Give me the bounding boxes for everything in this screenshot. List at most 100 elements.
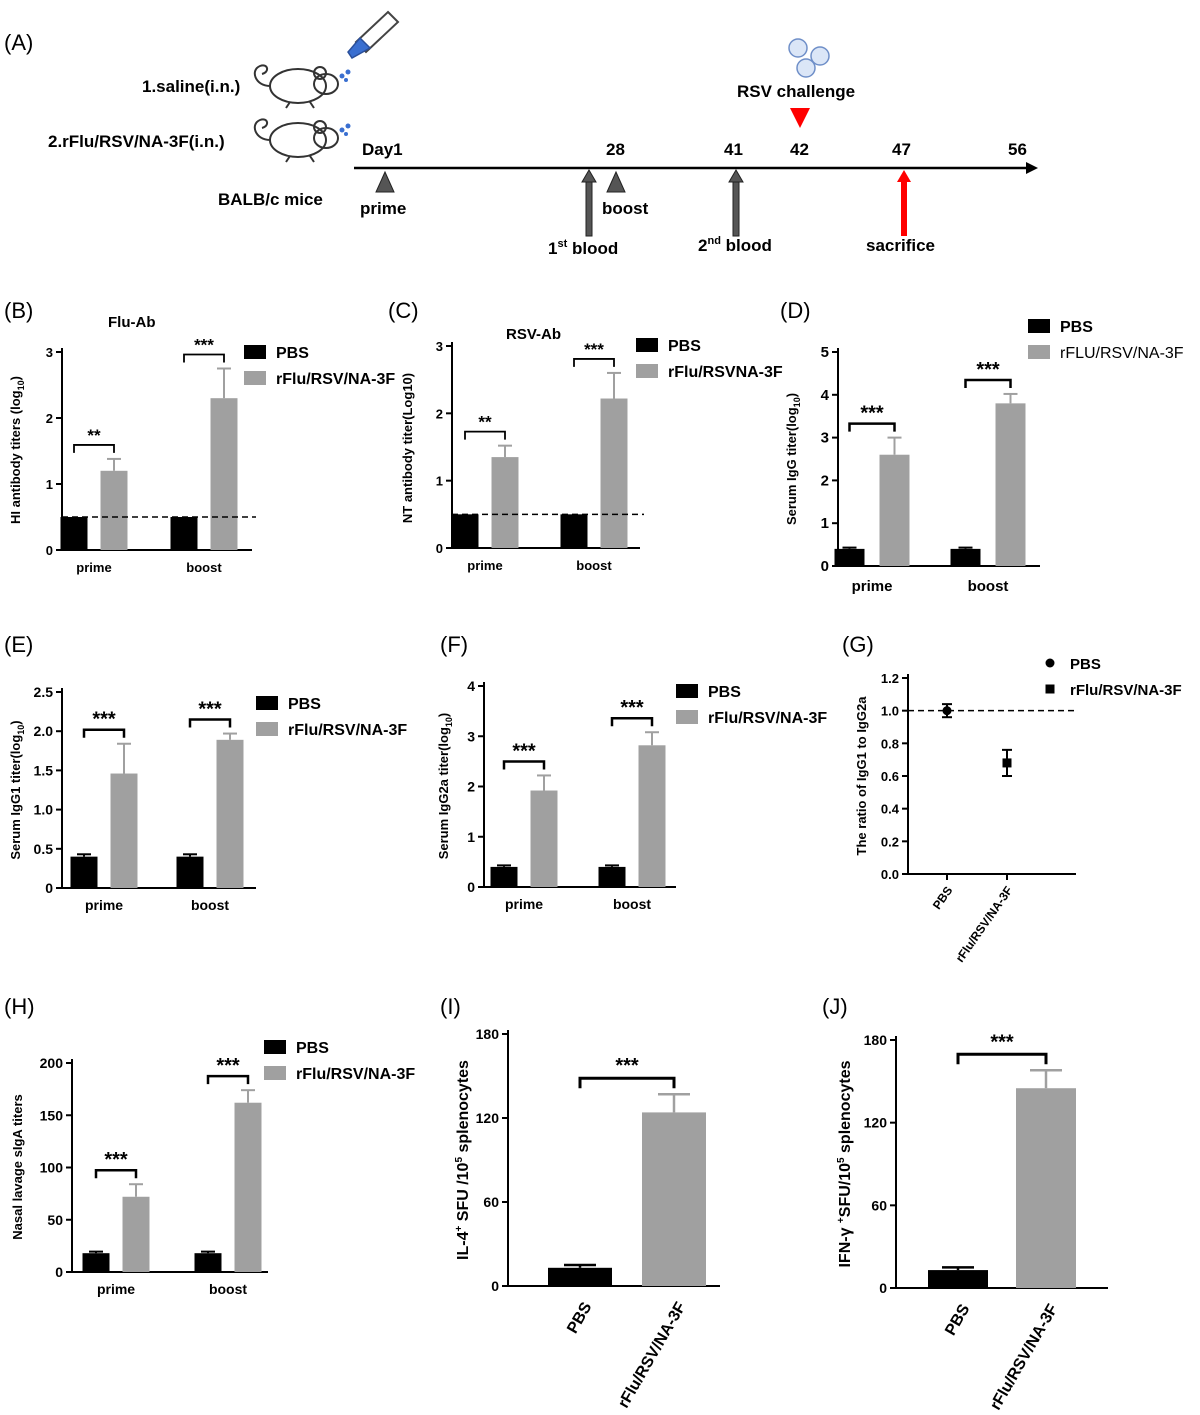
point-vaccine xyxy=(1002,758,1012,768)
legend-label: PBS xyxy=(288,696,321,713)
panel-label-h: (H) xyxy=(4,994,35,1019)
bar-pbs-boost xyxy=(176,856,204,888)
y-tick-label: 2 xyxy=(436,406,443,421)
y-axis-label-part: splenocytes xyxy=(455,1060,472,1157)
x-tick-label: prime xyxy=(852,578,893,595)
bar-PBS xyxy=(928,1270,988,1288)
significance-label: *** xyxy=(92,709,116,731)
y-tick-label: 1 xyxy=(821,515,829,532)
y-tick-label: 0.8 xyxy=(881,736,899,751)
chart-panel-e: (E) 0 0.5 1.0 1.5 2.0 2.5 Serum IgG1 titer(log1… xyxy=(4,632,407,913)
blood-arrow-1 xyxy=(581,169,597,237)
chart-panel-d: (D) 0 1 2 3 4 5 Serum IgG titer(log10) prime *** b… xyxy=(780,298,1184,595)
panel-label-c: (C) xyxy=(388,298,419,323)
y-axis-label-part: 10 xyxy=(444,717,454,727)
y-axis-label-part: + xyxy=(454,1226,465,1232)
y-tick-label: 0 xyxy=(821,558,829,575)
x-tick-label: PBS xyxy=(942,1301,973,1338)
legend-label: PBS xyxy=(296,1040,329,1057)
bar-pbs-boost xyxy=(194,1253,222,1272)
panel-label-f: (F) xyxy=(440,632,468,657)
legend-label: PBS xyxy=(708,684,741,701)
legend-label: PBS xyxy=(668,338,701,355)
legend-swatch-pbs xyxy=(636,338,658,352)
day-label-1: Day1 xyxy=(362,140,403,159)
significance-label: *** xyxy=(194,336,214,355)
significance-label: ** xyxy=(87,426,101,445)
significance-label: *** xyxy=(198,699,222,721)
day-label-41: 41 xyxy=(724,140,743,159)
boost-label: boost xyxy=(602,199,649,218)
panel-label-b: (B) xyxy=(4,298,33,323)
legend-label: PBS xyxy=(1070,656,1101,673)
second-blood-label: 2nd blood xyxy=(698,235,772,255)
day-label-56: 56 xyxy=(1008,140,1027,159)
significance-label: *** xyxy=(976,359,1000,381)
bar-pbs-boost xyxy=(170,517,198,550)
mice-label: BALB/c mice xyxy=(218,190,323,209)
y-axis-label-part: ) xyxy=(8,376,23,380)
bar-vaccine-prime xyxy=(100,470,128,550)
chart-panel-i: (I) 0 60 120 180 IL-4+ SFU /105 splenocytes PB… xyxy=(440,994,720,1411)
significance-bracket xyxy=(188,718,232,728)
significance-label: *** xyxy=(512,740,536,762)
y-tick-label: 0 xyxy=(491,1278,499,1294)
legend-label: rFlu/RSV/NA-3F xyxy=(1070,682,1182,699)
x-tick-label: prime xyxy=(97,1281,135,1297)
bar-pbs-prime xyxy=(70,856,98,888)
group-saline-label: 1.saline(i.n.) xyxy=(142,77,240,96)
significance-bracket xyxy=(94,1168,138,1179)
y-axis-label-part: SFU /10 xyxy=(455,1162,472,1225)
sacrifice-label: sacrifice xyxy=(866,236,935,255)
x-tick-label: boost xyxy=(968,578,1009,595)
y-tick-label: 0.4 xyxy=(881,802,900,817)
y-axis-label-part: NT antibody titer(Log10) xyxy=(400,373,415,523)
legend-label: rFLU/RSV/NA-3F xyxy=(1060,345,1184,362)
x-tick-label: prime xyxy=(76,560,111,575)
chart-title: RSV-Ab xyxy=(506,326,561,343)
bar-rFlu/RSV/NA-3F xyxy=(1016,1088,1076,1288)
y-axis-label-part: HI antibody titers (log xyxy=(8,390,23,524)
y-tick-label: 0 xyxy=(467,879,475,895)
legend-swatch-vaccine xyxy=(1028,345,1050,359)
y-tick-label: 4 xyxy=(467,678,475,694)
y-axis-label: Serum IgG1 titer(log10) xyxy=(8,720,26,859)
y-tick-label: 1 xyxy=(467,829,475,845)
bar-vaccine-prime xyxy=(110,773,138,888)
significance-label: *** xyxy=(104,1149,128,1171)
y-tick-label: 4 xyxy=(821,387,830,404)
timeline-panel: (A) 1.saline(i.n xyxy=(4,10,1038,258)
significance-bracket xyxy=(956,1052,1048,1065)
significance-bracket xyxy=(464,430,506,440)
bar-pbs-boost xyxy=(560,514,588,548)
x-tick-label: prime xyxy=(85,897,123,913)
x-tick-label: boost xyxy=(186,560,222,575)
virus-icon xyxy=(788,38,830,78)
bar-pbs-prime xyxy=(451,514,479,548)
bar-pbs-prime xyxy=(60,517,88,550)
x-tick-label: boost xyxy=(191,897,229,913)
bar-vaccine-boost xyxy=(600,398,628,548)
y-axis-label-part: ) xyxy=(8,720,23,724)
bar-pbs-boost xyxy=(950,548,981,566)
y-axis-label: Nasal lavage sIgA titers xyxy=(10,1094,25,1239)
legend-swatch-pbs xyxy=(676,684,698,698)
legend-marker-vaccine xyxy=(1045,684,1055,694)
chart-panel-c: (C) RSV-Ab 0 1 2 3 NT antibody titer(Log10) pri… xyxy=(388,298,783,573)
bar-pbs-prime xyxy=(490,866,518,887)
pipette-icon xyxy=(347,10,400,59)
legend-label: PBS xyxy=(276,345,309,362)
chart-panel-b: (B) Flu-Ab 0 1 2 3 HI antibody titers (log10) p… xyxy=(4,298,395,575)
y-axis-label-part: 5 xyxy=(836,1157,847,1163)
y-tick-label: 100 xyxy=(40,1160,64,1176)
bar-PBS xyxy=(548,1267,612,1286)
first-blood-label: 1st blood xyxy=(548,238,618,258)
timeline-arrowhead xyxy=(1026,162,1038,174)
y-axis-label: Serum IgG2a titer(log10) xyxy=(436,713,454,860)
mouse-icon-saline xyxy=(253,64,339,109)
y-tick-label: 1.0 xyxy=(881,704,899,719)
significance-bracket xyxy=(848,422,896,432)
y-tick-label: 1 xyxy=(46,477,53,492)
significance-label: *** xyxy=(584,340,604,359)
